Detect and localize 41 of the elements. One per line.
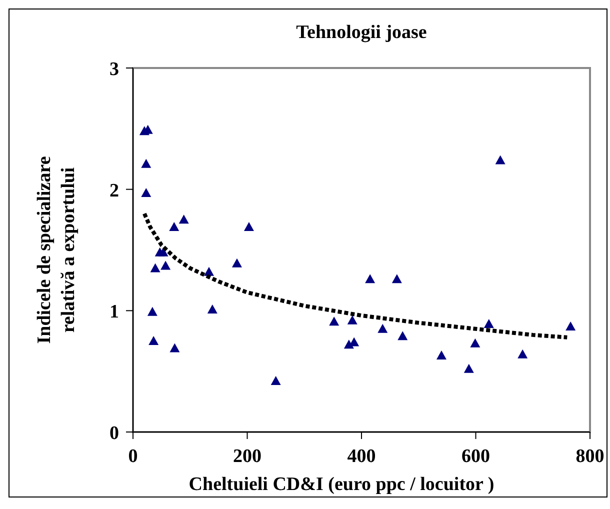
point <box>484 319 494 328</box>
y-tick-label: 0 <box>110 423 119 444</box>
point <box>169 222 180 231</box>
point <box>270 376 281 386</box>
line-series <box>142 212 570 340</box>
point <box>470 338 480 348</box>
x-axis-title: Cheltuieli CD&I (euro ppc / locuitor ) <box>188 474 494 495</box>
point <box>347 315 358 324</box>
y-tick-label: 1 <box>110 302 119 323</box>
x-tick-label: 400 <box>347 446 376 467</box>
y-tick-label: 2 <box>110 180 119 202</box>
y-tick-label: 3 <box>110 59 119 80</box>
point <box>141 158 152 168</box>
point <box>160 260 171 270</box>
point <box>495 155 506 164</box>
point <box>398 331 408 340</box>
y-axis-title: Indicele de specializare relativă a exportului <box>34 156 79 344</box>
point <box>349 337 360 346</box>
point <box>207 304 218 314</box>
point <box>365 274 376 284</box>
point <box>158 247 168 256</box>
x-tick-label: 0 <box>128 446 138 467</box>
point <box>141 188 152 197</box>
chart-title: Tehnologii joase <box>296 22 427 43</box>
point <box>329 316 340 326</box>
point <box>148 336 159 345</box>
point <box>518 349 528 358</box>
point <box>392 274 402 284</box>
point <box>178 214 189 224</box>
point <box>150 263 160 272</box>
point <box>436 350 446 360</box>
point <box>464 364 474 373</box>
point <box>232 258 242 268</box>
x-tick-label: 600 <box>462 446 490 467</box>
point <box>378 324 388 333</box>
x-tick-label: 200 <box>233 446 262 467</box>
point <box>147 306 158 316</box>
point <box>170 343 180 352</box>
point <box>244 222 254 231</box>
x-tick-label: 800 <box>576 446 604 467</box>
point <box>566 321 576 330</box>
